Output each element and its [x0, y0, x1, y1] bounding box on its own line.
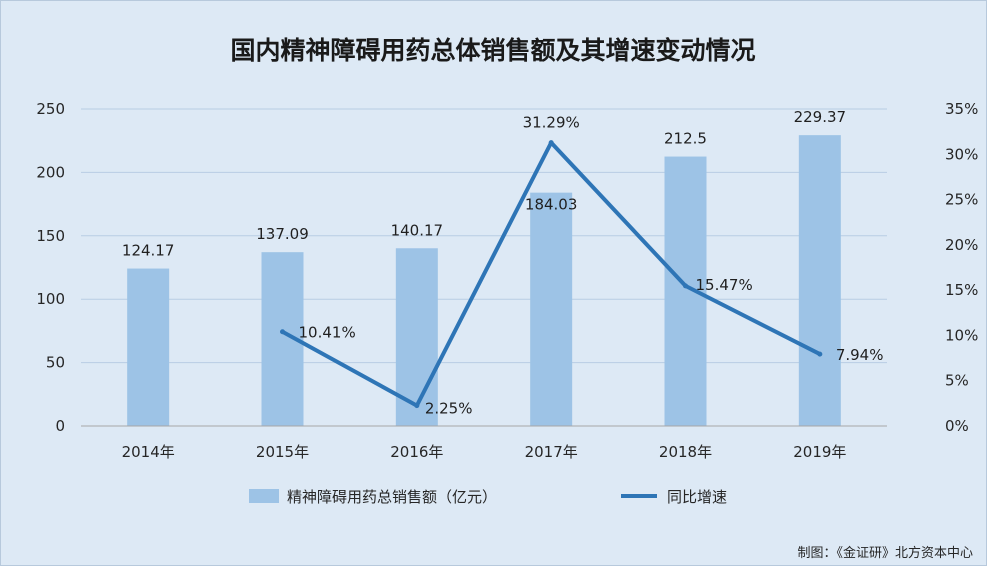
label-layer: 124.17 137.09 140.17 184.03 212.5 229.37 10.41…: [122, 108, 884, 417]
y-left-tick-label: 0: [55, 417, 65, 435]
line-data-label: 15.47%: [696, 276, 753, 294]
x-tick-label: 2019年: [793, 443, 846, 461]
y-right-tick-label: 5%: [945, 372, 969, 390]
bar: [798, 135, 841, 426]
y-right-tick-label: 35%: [945, 100, 978, 118]
line-point: [548, 140, 554, 146]
y-right-tick-label: 10%: [945, 326, 978, 344]
x-tick-label: 2016年: [390, 443, 443, 461]
axis-layer: 0 50 100 150 200 250 0% 5% 10% 15% 20% 25% 30% 35% 201…: [36, 100, 978, 461]
line-point: [683, 283, 688, 289]
legend: 精神障碍用药总销售额（亿元） 同比增速: [249, 488, 727, 506]
bar-data-label: 229.37: [794, 108, 847, 126]
line-data-label: 31.29%: [523, 114, 580, 132]
bar-data-label: 137.09: [256, 225, 309, 243]
y-right-tick-label: 20%: [945, 236, 978, 254]
line-data-label: 10.41%: [299, 324, 356, 342]
grid-layer: [81, 108, 887, 427]
y-left-tick-label: 50: [46, 354, 65, 372]
bar: [530, 192, 573, 426]
line-data-label: 7.94%: [836, 346, 884, 364]
y-right-tick-label: 15%: [945, 281, 978, 299]
bar-data-label: 124.17: [122, 242, 175, 260]
y-right-tick-label: 30%: [945, 145, 978, 163]
legend-bar-label: 精神障碍用药总销售额（亿元）: [287, 488, 497, 506]
x-tick-label: 2014年: [122, 443, 175, 461]
x-tick-label: 2017年: [525, 443, 578, 461]
legend-bar-swatch: [249, 489, 279, 503]
x-tick-label: 2015年: [256, 443, 309, 461]
bar-data-label: 140.17: [391, 221, 444, 239]
legend-line-label: 同比增速: [667, 488, 727, 506]
bar: [127, 268, 170, 426]
bar-data-label: 184.03: [525, 196, 578, 214]
y-right-tick-label: 0%: [945, 417, 969, 435]
bar-data-label: 212.5: [664, 130, 707, 148]
line-layer: [280, 140, 823, 409]
y-left-tick-label: 250: [36, 100, 65, 118]
chart-title: 国内精神障碍用药总体销售额及其增速变动情况: [230, 36, 755, 65]
x-tick-label: 2018年: [659, 443, 712, 461]
line-data-label: 2.25%: [425, 400, 473, 418]
y-right-tick-label: 25%: [945, 191, 978, 209]
y-left-tick-label: 100: [36, 290, 65, 308]
y-left-tick-label: 200: [36, 163, 65, 181]
y-left-tick-label: 150: [36, 227, 65, 245]
line-point: [414, 403, 420, 409]
chart-credit: 制图：《金证研》北方资本中心: [797, 545, 973, 561]
bar-layer: [127, 135, 841, 427]
line-point: [280, 329, 285, 335]
line-point: [817, 351, 823, 357]
